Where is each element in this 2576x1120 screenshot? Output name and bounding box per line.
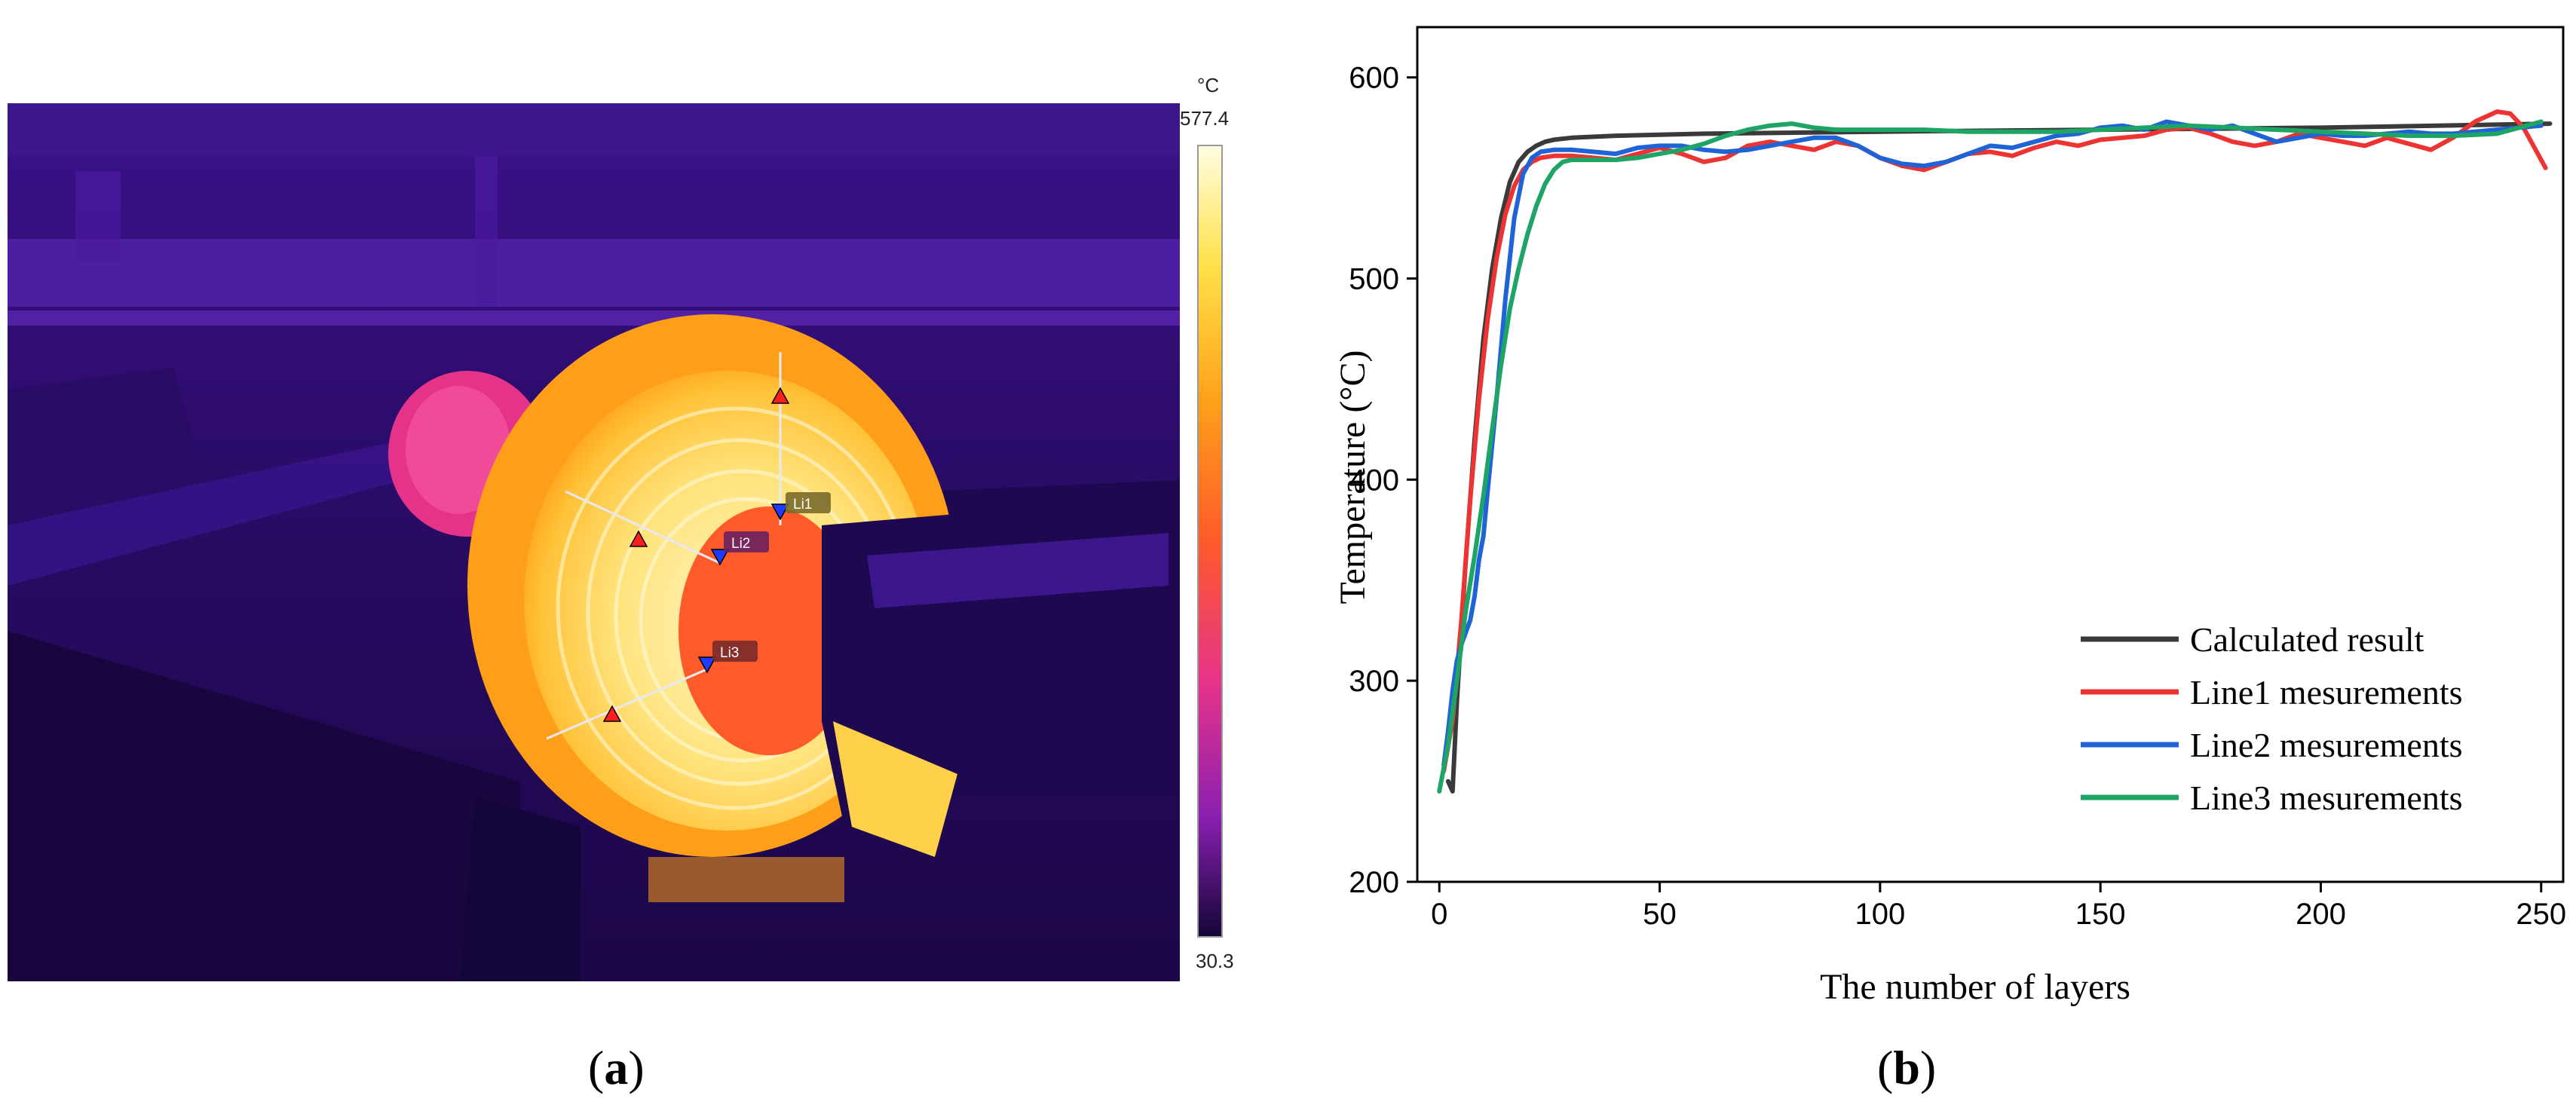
x-tick-label: 200 (2296, 898, 2346, 931)
x-tick-label: 50 (1643, 898, 1677, 931)
y-tick-label: 300 (1349, 665, 1399, 698)
panel-b-label: (b) (1877, 1041, 1937, 1094)
temperature-chart-panel: 0 50 100 150 200 250 200 300 400 500 600 The number… (1282, 0, 2576, 1116)
x-tick-label: 0 (1431, 898, 1447, 931)
line-tag-li1: Li1 (793, 497, 812, 513)
colorbar-gradient (1199, 146, 1221, 936)
thermal-image-panel: Li1 Li2 Li3 °C 577.4 (0, 0, 1282, 1116)
legend-label-2: Line1 mesurements (2190, 673, 2463, 711)
y-tick-label: 600 (1349, 62, 1399, 95)
legend-label-4: Line3 mesurements (2190, 779, 2463, 817)
x-tick-label: 150 (2075, 898, 2126, 931)
plot-frame (1416, 26, 2565, 883)
y-tick-label: 200 (1349, 866, 1399, 899)
temperature-chart: 0 50 100 150 200 250 200 300 400 500 600 The number… (1333, 26, 2566, 1007)
y-axis-label: Temperature (°C) (1333, 350, 1373, 604)
y-tick-label: 400 (1349, 464, 1399, 497)
legend-label-1: Calculated result (2190, 620, 2424, 659)
y-tick-label: 500 (1349, 263, 1399, 296)
thermal-image: Li1 Li2 Li3 (8, 103, 1180, 981)
colorbar-min-label: 30.3 (1196, 950, 1234, 972)
series-line-2 (1441, 109, 2548, 774)
x-tick-label: 100 (1855, 898, 1905, 931)
colorbar-unit: °C (1197, 74, 1220, 96)
thermal-scene: Li1 Li2 Li3 (8, 103, 1180, 981)
panel-a-label: (a) (588, 1041, 645, 1094)
series-line-3 (1441, 119, 2544, 768)
line-tag-li3: Li3 (720, 645, 739, 661)
series-line-4 (1437, 119, 2544, 794)
x-tick-label: 250 (2516, 898, 2566, 931)
temperature-colorbar (1197, 145, 1223, 938)
legend-label-3: Line2 mesurements (2190, 726, 2463, 764)
line-tag-li2: Li2 (731, 536, 750, 552)
x-axis-label: The number of layers (1820, 967, 2130, 1007)
colorbar-max-label: 577.4 (1180, 107, 1230, 130)
